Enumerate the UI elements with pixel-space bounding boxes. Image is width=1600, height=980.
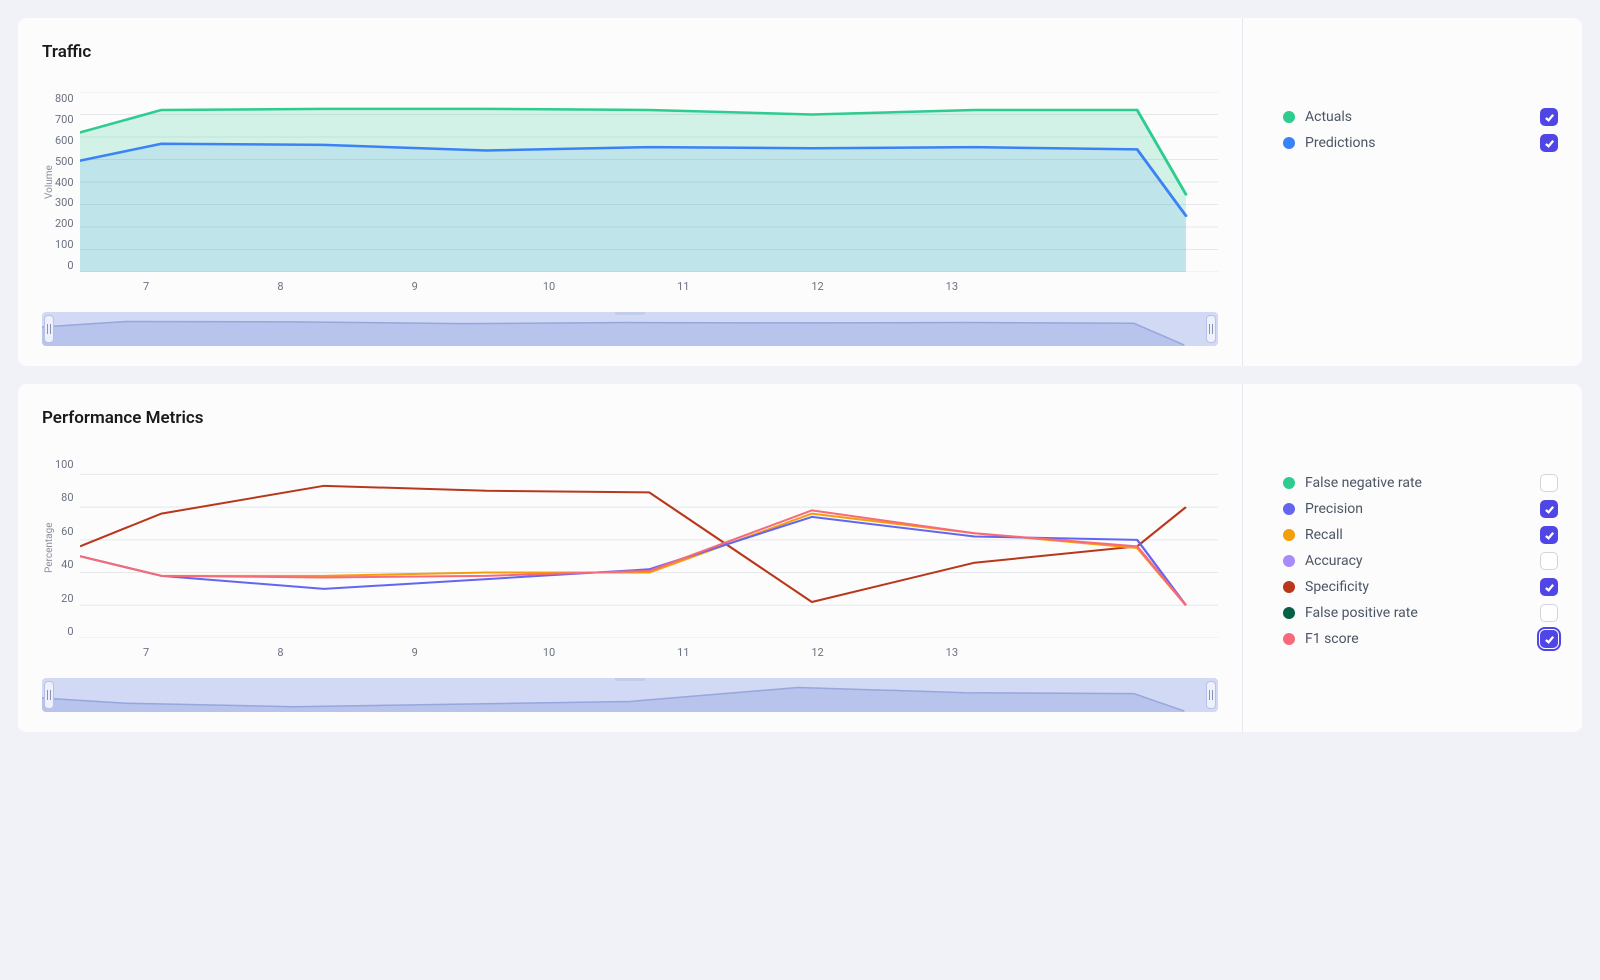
- legend-checkbox[interactable]: [1540, 134, 1558, 152]
- y-tick: 60: [61, 525, 73, 538]
- legend-dot-icon: [1283, 607, 1295, 619]
- brush-handle-left[interactable]: [44, 315, 54, 343]
- legend-item-false_negative_rate[interactable]: False negative rate: [1283, 474, 1558, 492]
- y-tick: 0: [67, 625, 73, 638]
- y-tick: 20: [61, 592, 73, 605]
- x-tick: 13: [946, 280, 958, 293]
- performance-title: Performance Metrics: [42, 408, 1218, 428]
- x-tick: 7: [143, 280, 149, 293]
- legend-checkbox[interactable]: [1540, 604, 1558, 622]
- brush-mini-area: [42, 687, 1184, 712]
- legend-checkbox[interactable]: [1540, 630, 1558, 648]
- y-tick: 500: [55, 155, 74, 168]
- x-tick: 13: [946, 646, 958, 659]
- legend-checkbox[interactable]: [1540, 500, 1558, 518]
- y-tick: 40: [61, 558, 73, 571]
- y-tick: 400: [55, 176, 74, 189]
- predictions-area: [80, 144, 1186, 272]
- x-tick: 11: [677, 280, 689, 293]
- legend-checkbox[interactable]: [1540, 578, 1558, 596]
- brush-handle-right[interactable]: [1206, 315, 1216, 343]
- performance-plot[interactable]: [80, 458, 1218, 638]
- legend-label: Precision: [1305, 501, 1530, 517]
- legend-checkbox[interactable]: [1540, 108, 1558, 126]
- legend-label: Actuals: [1305, 109, 1530, 125]
- brush-mini-area: [42, 321, 1184, 346]
- legend-item-predictions[interactable]: Predictions: [1283, 134, 1558, 152]
- legend-dot-icon: [1283, 477, 1295, 489]
- performance-chart-area: Performance Metrics Percentage 100806040…: [18, 384, 1242, 732]
- legend-item-actuals[interactable]: Actuals: [1283, 108, 1558, 126]
- legend-label: False positive rate: [1305, 605, 1530, 621]
- y-tick: 800: [55, 92, 74, 105]
- legend-item-precision[interactable]: Precision: [1283, 500, 1558, 518]
- precision-line: [80, 517, 1186, 605]
- y-tick: 300: [55, 196, 74, 209]
- legend-dot-icon: [1283, 633, 1295, 645]
- legend-label: Specificity: [1305, 579, 1530, 595]
- legend-dot-icon: [1283, 503, 1295, 515]
- y-tick: 80: [61, 491, 73, 504]
- brush-handle-left[interactable]: [44, 681, 54, 709]
- y-tick: 100: [55, 458, 74, 471]
- y-tick: 100: [55, 238, 74, 251]
- legend-item-f1_score[interactable]: F1 score: [1283, 630, 1558, 648]
- legend-label: Predictions: [1305, 135, 1530, 151]
- y-tick: 0: [67, 259, 73, 272]
- performance-legend: False negative rate Precision Recall Acc…: [1242, 384, 1582, 732]
- traffic-title: Traffic: [42, 42, 1218, 62]
- x-tick: 11: [677, 646, 689, 659]
- legend-dot-icon: [1283, 555, 1295, 567]
- x-tick: 8: [277, 280, 283, 293]
- legend-dot-icon: [1283, 111, 1295, 123]
- performance-y-axis: 100 80 60 40 20 0: [55, 458, 80, 638]
- brush-center-grip[interactable]: [615, 312, 645, 315]
- legend-item-specificity[interactable]: Specificity: [1283, 578, 1558, 596]
- traffic-panel: Traffic Volume 800 700 600 500 400 300 200 100 0…: [18, 18, 1582, 366]
- x-tick: 10: [543, 646, 555, 659]
- performance-range-slider[interactable]: [42, 678, 1218, 712]
- legend-dot-icon: [1283, 137, 1295, 149]
- performance-x-axis: 78910111213: [79, 638, 1218, 654]
- traffic-y-axis: 800 700 600 500 400 300 200 100 0: [55, 92, 80, 272]
- y-tick: 200: [55, 217, 74, 230]
- x-tick: 12: [811, 280, 823, 293]
- x-tick: 12: [811, 646, 823, 659]
- legend-label: Recall: [1305, 527, 1530, 543]
- y-tick: 600: [55, 134, 74, 147]
- performance-panel: Performance Metrics Percentage 100806040…: [18, 384, 1582, 732]
- traffic-plot[interactable]: [80, 92, 1218, 272]
- x-tick: 10: [543, 280, 555, 293]
- legend-dot-icon: [1283, 529, 1295, 541]
- legend-checkbox[interactable]: [1540, 474, 1558, 492]
- performance-y-label: Percentage: [42, 458, 55, 638]
- traffic-x-axis: 78910111213: [79, 272, 1218, 288]
- legend-item-accuracy[interactable]: Accuracy: [1283, 552, 1558, 570]
- legend-item-recall[interactable]: Recall: [1283, 526, 1558, 544]
- legend-item-false_positive_rate[interactable]: False positive rate: [1283, 604, 1558, 622]
- legend-checkbox[interactable]: [1540, 552, 1558, 570]
- traffic-y-label: Volume: [42, 92, 55, 272]
- legend-label: F1 score: [1305, 631, 1530, 647]
- x-tick: 9: [412, 646, 418, 659]
- legend-label: Accuracy: [1305, 553, 1530, 569]
- traffic-range-slider[interactable]: [42, 312, 1218, 346]
- legend-label: False negative rate: [1305, 475, 1530, 491]
- traffic-chart-area: Traffic Volume 800 700 600 500 400 300 200 100 0…: [18, 18, 1242, 366]
- brush-handle-right[interactable]: [1206, 681, 1216, 709]
- y-tick: 700: [55, 113, 74, 126]
- legend-checkbox[interactable]: [1540, 526, 1558, 544]
- specificity-line: [80, 486, 1186, 602]
- legend-dot-icon: [1283, 581, 1295, 593]
- brush-center-grip[interactable]: [615, 678, 645, 681]
- traffic-legend: Actuals Predictions: [1242, 18, 1582, 366]
- recall-line: [80, 514, 1186, 606]
- x-tick: 9: [412, 280, 418, 293]
- x-tick: 7: [143, 646, 149, 659]
- x-tick: 8: [277, 646, 283, 659]
